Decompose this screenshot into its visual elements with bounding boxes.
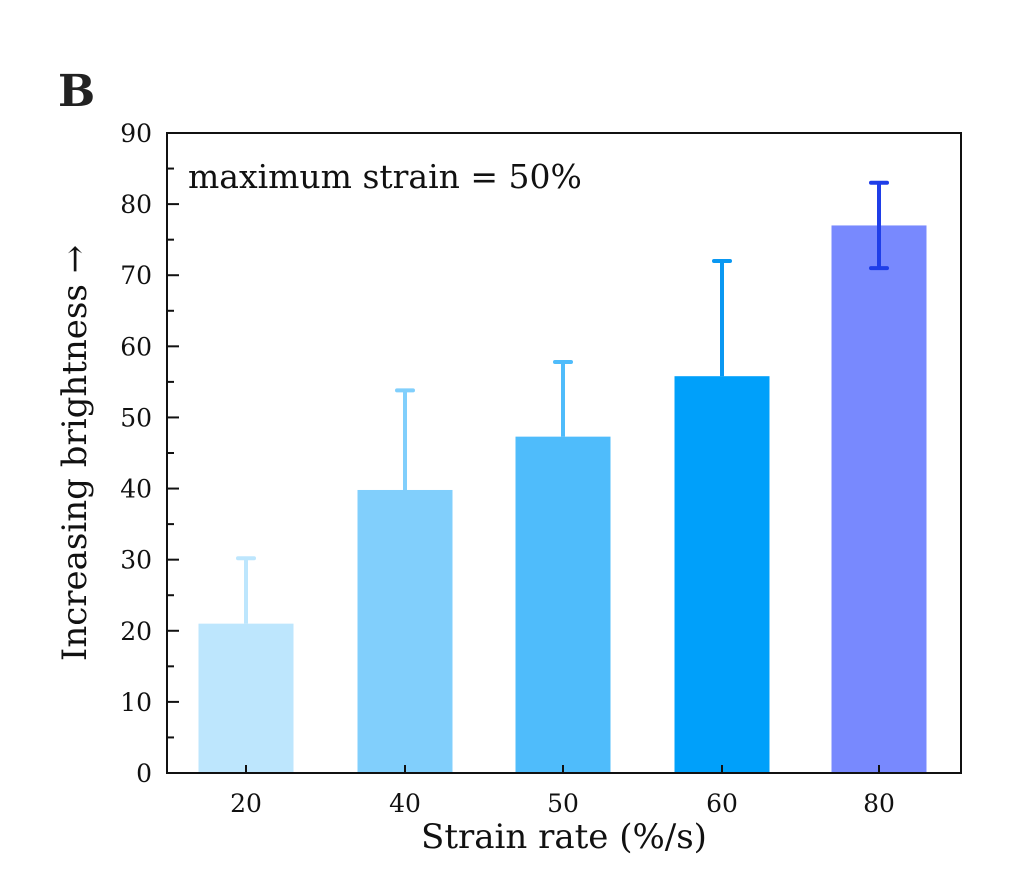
bars-layer xyxy=(198,225,927,773)
x-axis-label: Strain rate (%/s) xyxy=(421,817,707,857)
x-tick-label: 20 xyxy=(230,789,262,818)
chart-annotation: maximum strain = 50% xyxy=(188,157,582,196)
bar-80 xyxy=(831,225,927,773)
y-tick-label: 20 xyxy=(120,617,152,646)
y-axis: 0 10 20 30 40 50 60 70 80 90 xyxy=(120,119,179,788)
x-tick-label: 50 xyxy=(547,789,579,818)
bar-40 xyxy=(357,489,453,773)
bar-50 xyxy=(515,436,611,773)
y-tick-label: 30 xyxy=(120,546,152,575)
x-tick-label: 40 xyxy=(389,789,421,818)
x-axis: 20 40 50 60 80 xyxy=(230,765,895,818)
x-tick-label: 80 xyxy=(863,789,895,818)
bar-60 xyxy=(674,376,770,773)
error-bars-layer xyxy=(236,180,889,624)
y-tick-label: 40 xyxy=(120,475,152,504)
panel-letter: B xyxy=(58,66,95,117)
bar-20 xyxy=(198,623,294,773)
y-tick-label: 0 xyxy=(136,759,152,788)
y-axis-label: Increasing brightness → xyxy=(55,245,95,661)
y-tick-label: 80 xyxy=(120,190,152,219)
y-tick-label: 90 xyxy=(120,119,152,148)
y-tick-label: 70 xyxy=(120,261,152,290)
x-tick-label: 60 xyxy=(706,789,738,818)
y-tick-label: 10 xyxy=(120,688,152,717)
y-tick-label: 50 xyxy=(120,403,152,432)
y-tick-label: 60 xyxy=(120,332,152,361)
